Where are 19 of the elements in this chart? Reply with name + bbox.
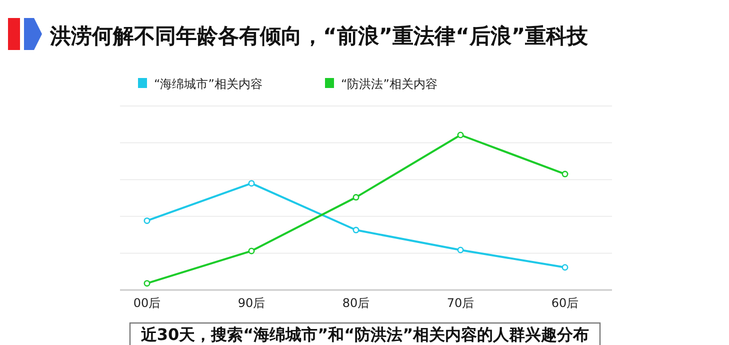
point — [248, 248, 255, 254]
point — [248, 180, 255, 187]
legend-label: “防洪法”相关内容 — [341, 77, 438, 91]
point — [562, 264, 568, 271]
point — [352, 226, 360, 234]
text: 近30天，搜索“海绵城市”和“防洪法”相关内容的人群兴趣分布 — [140, 325, 590, 344]
x-tick-label: 70后 — [446, 296, 474, 310]
point — [562, 170, 568, 178]
point — [352, 194, 360, 201]
x-tick-label: 80后 — [342, 296, 370, 310]
x-tick-label: 90后 — [238, 296, 266, 310]
point — [144, 280, 150, 287]
x-tick-label: 00后 — [133, 296, 161, 310]
point — [144, 217, 150, 224]
chart-title: 洪涝何解不同年龄各有倾向，“前浪”重法律“后浪”重科技 — [49, 24, 590, 48]
legend-label: “海绵城市”相关内容 — [154, 77, 262, 91]
point — [457, 132, 464, 138]
x-tick-label: 60后 — [551, 296, 579, 310]
point — [457, 246, 464, 254]
